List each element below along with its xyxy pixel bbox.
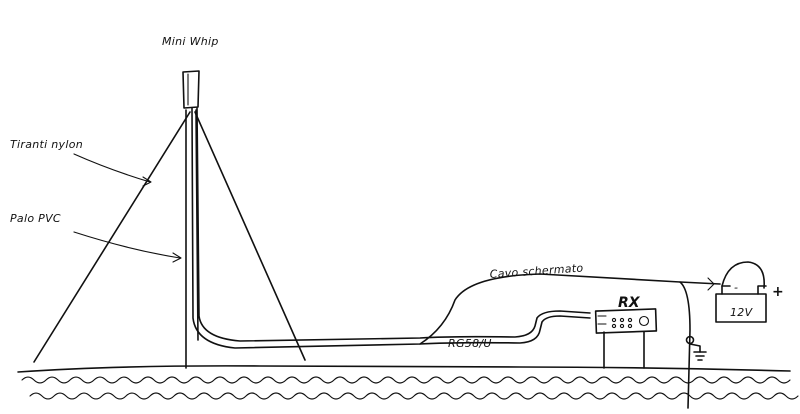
label-shielded-cable: Cavo schermato <box>489 261 584 281</box>
ground-hatching <box>21 376 799 400</box>
receiver-box <box>594 308 658 334</box>
mini-whip-antenna <box>182 70 200 109</box>
label-mast: Palo PVC <box>10 212 61 225</box>
label-arrows <box>73 153 182 263</box>
receiver-knobs <box>611 315 650 329</box>
battery <box>715 261 767 323</box>
receiver-connector <box>597 315 607 325</box>
receiver <box>594 308 658 369</box>
label-receiver: RX <box>618 295 641 311</box>
pvc-mast <box>185 109 199 369</box>
coax-cable <box>191 107 591 349</box>
shielded-cable <box>419 273 721 409</box>
receiver-stand <box>603 331 645 369</box>
label-antenna: Mini Whip <box>162 35 219 48</box>
battery-terminals <box>721 285 767 295</box>
label-coax: RG58/U <box>448 337 492 350</box>
label-battery-plus: + <box>772 284 784 300</box>
guy-line-left <box>33 111 191 363</box>
label-guy-lines: Tiranti nylon <box>10 138 83 151</box>
ground <box>17 365 799 400</box>
label-battery-minus: - <box>734 281 738 294</box>
guy-label-arrow <box>73 153 151 183</box>
battery-loop-wire <box>721 261 765 289</box>
shielded-cable-path <box>419 273 691 409</box>
mast-right-edge <box>195 109 199 341</box>
junction-arrow <box>707 277 715 291</box>
ground-line <box>17 365 791 373</box>
label-battery: 12V <box>730 306 754 319</box>
mast-label-arrow <box>73 231 181 259</box>
ground-connection <box>685 335 707 361</box>
guy-line-right <box>194 111 306 361</box>
antenna-body <box>182 70 200 109</box>
guy-lines <box>33 111 306 363</box>
battery-box <box>715 293 767 323</box>
coax-inner <box>196 107 591 342</box>
coax-outer <box>191 107 591 349</box>
earth-icon <box>693 351 707 361</box>
